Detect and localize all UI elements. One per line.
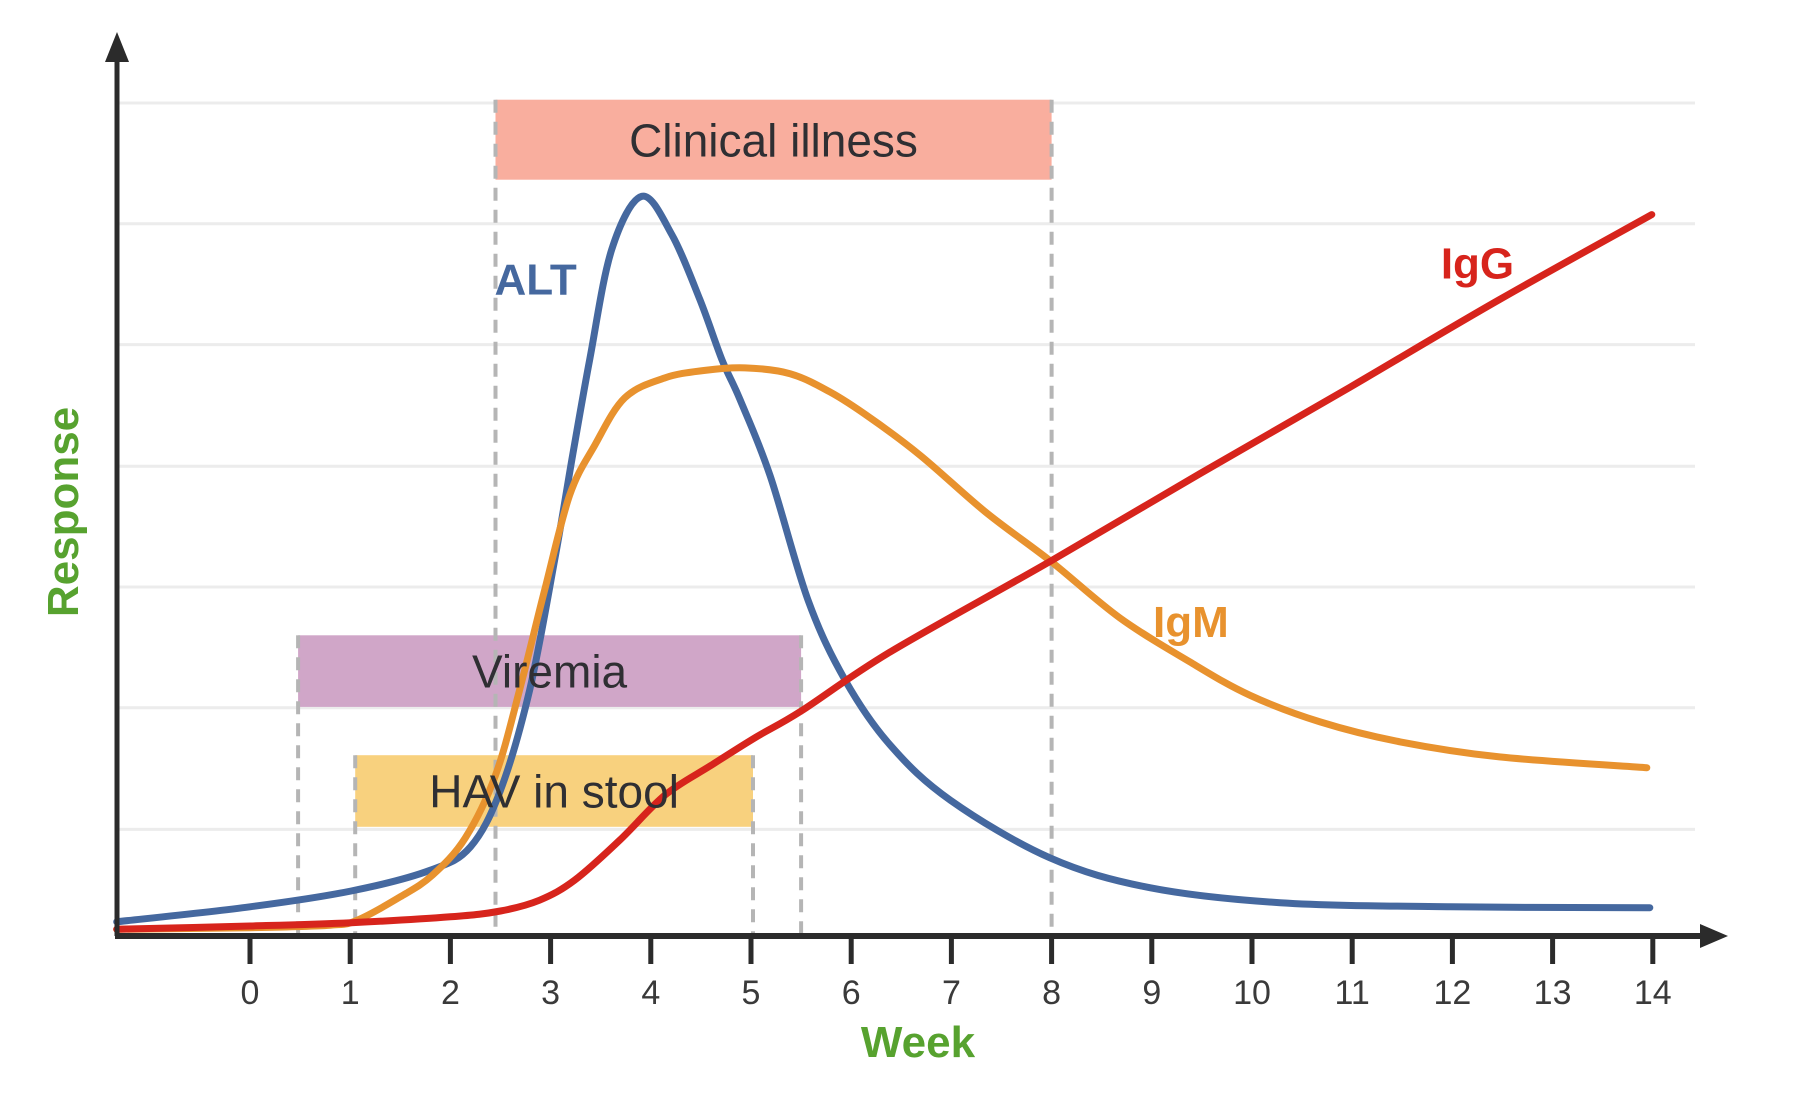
curve-label-igm: IgM [1153, 598, 1229, 647]
phase-bands [298, 99, 1052, 827]
curve-igm [113, 364, 1651, 933]
band-viremia [298, 635, 802, 707]
x-tick-label: 13 [1534, 974, 1572, 1012]
x-axis-arrow [1700, 924, 1728, 948]
y-axis-label: Response [39, 407, 88, 617]
curve-label-igg: IgG [1441, 240, 1514, 289]
x-tick-label: 11 [1335, 974, 1370, 1012]
y-axis-arrow [105, 32, 129, 62]
band-hav-in-stool [355, 755, 753, 827]
series-curves [113, 192, 1656, 933]
band-label-viremia: Viremia [472, 646, 628, 698]
gridlines [119, 101, 1695, 831]
x-tick-label: 9 [1142, 974, 1161, 1012]
band-label-clinical-illness: Clinical illness [629, 114, 918, 166]
dashed-guides [296, 99, 1054, 936]
curve-alt [113, 192, 1654, 926]
band-clinical-illness [495, 99, 1052, 180]
x-tick-label: 6 [842, 974, 861, 1012]
x-tick-label: 4 [641, 974, 660, 1012]
band-label-hav-in-stool: HAV in stool [429, 766, 679, 818]
x-tick-label: 7 [942, 974, 961, 1012]
axes [105, 32, 1728, 948]
x-tick-label: 3 [541, 974, 560, 1012]
x-tick-label: 5 [742, 974, 761, 1012]
x-tick-label: 10 [1233, 974, 1271, 1012]
curve-label-alt: ALT [494, 256, 576, 305]
x-tick-label: 1 [341, 974, 360, 1012]
x-tick-label: 8 [1042, 974, 1061, 1012]
x-ticks: 0 1 2 3 4 5 6 7 8 9 10 11 12 13 14 [241, 936, 1672, 1012]
curve-igg [113, 211, 1656, 933]
x-axis-label: Week [861, 1018, 976, 1067]
x-tick-label: 0 [241, 974, 260, 1012]
text-labels: Clinical illness Viremia HAV in stool AL… [39, 114, 1514, 1067]
x-tick-label: 12 [1433, 974, 1471, 1012]
x-tick-label: 14 [1634, 974, 1672, 1012]
x-tick-label: 2 [441, 974, 460, 1012]
